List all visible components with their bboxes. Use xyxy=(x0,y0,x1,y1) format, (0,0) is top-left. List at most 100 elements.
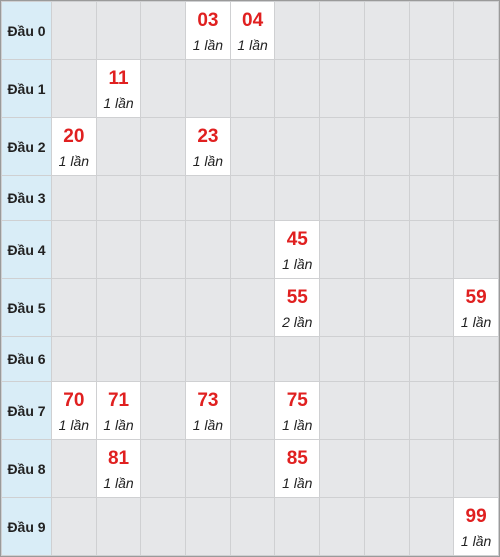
empty-cell xyxy=(274,336,321,382)
empty-cell xyxy=(95,497,142,556)
empty-cell xyxy=(51,497,97,556)
empty-cell xyxy=(363,220,410,279)
empty-cell xyxy=(95,117,142,176)
number-value: 55 xyxy=(286,286,308,308)
grid-row: Đầu 5 55 2 lần 59 1 lần xyxy=(1,278,499,337)
number-cell: 59 1 lần xyxy=(453,278,499,337)
row-head-label: Đầu 2 xyxy=(1,117,52,176)
empty-cell xyxy=(140,220,187,279)
number-value: 03 xyxy=(197,9,219,31)
empty-cell xyxy=(319,1,365,60)
occurrence-count: 1 lần xyxy=(103,474,134,491)
empty-cell xyxy=(185,220,231,279)
row-head-label: Đầu 4 xyxy=(1,220,52,279)
empty-cell xyxy=(51,59,97,118)
empty-cell xyxy=(229,117,276,176)
empty-cell xyxy=(363,1,410,60)
number-value: 20 xyxy=(63,125,85,147)
number-cell: 04 1 lần xyxy=(229,1,276,60)
number-cell: 99 1 lần xyxy=(453,497,499,556)
empty-cell xyxy=(140,1,187,60)
number-cell: 81 1 lần xyxy=(95,439,142,498)
occurrence-count: 1 lần xyxy=(282,255,313,272)
empty-cell xyxy=(408,497,455,556)
number-value: 73 xyxy=(197,389,219,411)
occurrence-count: 1 lần xyxy=(192,416,224,433)
empty-cell xyxy=(140,439,187,498)
empty-cell xyxy=(185,59,231,118)
empty-cell xyxy=(363,497,410,556)
empty-cell xyxy=(95,220,142,279)
row-head-label: Đầu 3 xyxy=(1,175,52,221)
occurrence-count: 1 lần xyxy=(237,36,268,53)
empty-cell xyxy=(185,439,231,498)
empty-cell xyxy=(229,497,276,556)
row-head-label: Đầu 1 xyxy=(1,59,52,118)
empty-cell xyxy=(229,336,276,382)
number-value: 99 xyxy=(465,505,487,527)
empty-cell xyxy=(185,278,231,337)
grid-row: Đầu 2 20 1 lần 23 1 lần xyxy=(1,117,499,176)
empty-cell xyxy=(51,220,97,279)
grid-row: Đầu 3 xyxy=(1,175,499,221)
empty-cell xyxy=(51,1,97,60)
grid-row: Đầu 1 11 1 lần xyxy=(1,59,499,118)
empty-cell xyxy=(140,336,187,382)
occurrence-count: 1 lần xyxy=(460,532,492,549)
empty-cell xyxy=(319,439,365,498)
empty-cell xyxy=(51,278,97,337)
grid-row: Đầu 6 xyxy=(1,336,499,382)
number-value: 81 xyxy=(107,447,130,469)
number-cell: 85 1 lần xyxy=(274,439,321,498)
occurrence-count: 1 lần xyxy=(192,36,224,53)
empty-cell xyxy=(453,1,499,60)
empty-cell xyxy=(408,1,455,60)
empty-cell xyxy=(95,175,142,221)
empty-cell xyxy=(185,336,231,382)
empty-cell xyxy=(453,336,499,382)
empty-cell xyxy=(51,439,97,498)
empty-cell xyxy=(140,497,187,556)
empty-cell xyxy=(95,1,142,60)
number-value: 70 xyxy=(63,389,85,411)
number-cell: 75 1 lần xyxy=(274,381,321,440)
occurrence-count: 1 lần xyxy=(460,313,492,330)
empty-cell xyxy=(185,497,231,556)
empty-cell xyxy=(274,59,321,118)
empty-cell xyxy=(274,117,321,176)
occurrence-count: 1 lần xyxy=(192,152,224,169)
row-head-label: Đầu 5 xyxy=(1,278,52,337)
row-head-label: Đầu 9 xyxy=(1,497,52,556)
empty-cell xyxy=(408,117,455,176)
empty-cell xyxy=(453,175,499,221)
empty-cell xyxy=(229,220,276,279)
number-cell: 70 1 lần xyxy=(51,381,97,440)
empty-cell xyxy=(453,220,499,279)
empty-cell xyxy=(453,117,499,176)
number-cell: 55 2 lần xyxy=(274,278,321,337)
empty-cell xyxy=(51,175,97,221)
empty-cell xyxy=(95,278,142,337)
empty-cell xyxy=(229,278,276,337)
grid-row: Đầu 9 99 1 lần xyxy=(1,497,499,556)
empty-cell xyxy=(319,381,365,440)
empty-cell xyxy=(319,220,365,279)
occurrence-count: 2 lần xyxy=(282,313,313,330)
empty-cell xyxy=(363,59,410,118)
number-value: 59 xyxy=(465,286,487,308)
empty-cell xyxy=(140,175,187,221)
empty-cell xyxy=(453,381,499,440)
empty-cell xyxy=(319,59,365,118)
number-cell: 73 1 lần xyxy=(185,381,231,440)
empty-cell xyxy=(319,336,365,382)
number-cell: 20 1 lần xyxy=(51,117,97,176)
empty-cell xyxy=(319,117,365,176)
empty-cell xyxy=(363,175,410,221)
number-value: 11 xyxy=(108,67,129,89)
empty-cell xyxy=(319,278,365,337)
empty-cell xyxy=(274,497,321,556)
number-value: 85 xyxy=(286,447,308,469)
occurrence-count: 1 lần xyxy=(58,152,90,169)
